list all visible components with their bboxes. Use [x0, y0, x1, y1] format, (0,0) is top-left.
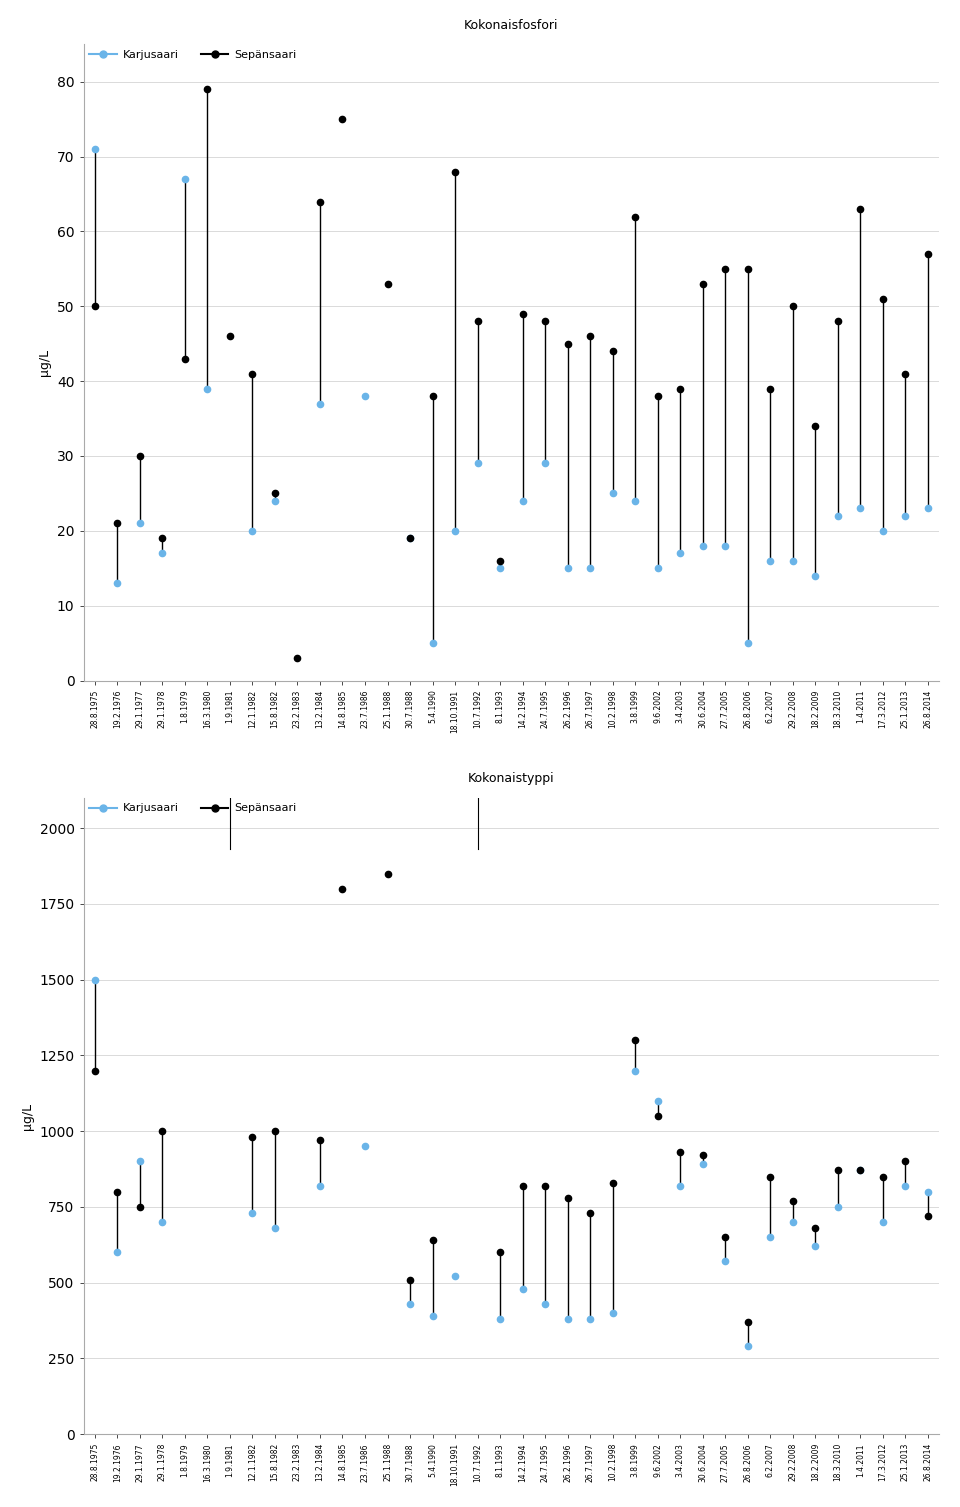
Legend: Karjusaari, Sepänsaari: Karjusaari, Sepänsaari — [89, 803, 297, 814]
Text: Kokonaistyppi: Kokonaistyppi — [468, 772, 555, 785]
Y-axis label: µg/L: µg/L — [21, 1103, 34, 1130]
Y-axis label: µg/L: µg/L — [38, 350, 51, 377]
Text: Kokonaisfosfori: Kokonaisfosfori — [464, 18, 559, 32]
Legend: Karjusaari, Sepänsaari: Karjusaari, Sepänsaari — [89, 50, 297, 60]
